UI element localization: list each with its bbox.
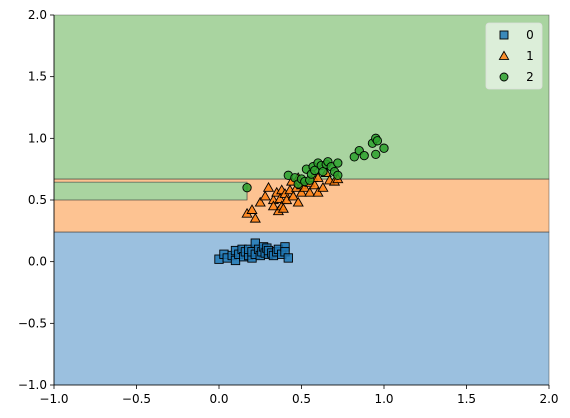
- point-class-1-5: [262, 181, 275, 192]
- point-class-1-28: [309, 179, 321, 190]
- legend-marker-0: [499, 30, 509, 40]
- point-class-1-7: [267, 200, 280, 211]
- legend-marker-2: [499, 72, 509, 82]
- point-class-1-21: [292, 196, 304, 207]
- point-class-1-18: [287, 190, 299, 201]
- x-tick-label-1: −0.5: [122, 392, 151, 406]
- point-class-1-10: [274, 193, 286, 203]
- point-class-1-26: [304, 186, 316, 197]
- legend-label-0: 0: [526, 28, 534, 42]
- point-class-1-2: [249, 212, 261, 223]
- region-class-2-3: [54, 182, 248, 200]
- region-class-0-0: [54, 232, 549, 385]
- point-class-1-13: [277, 202, 289, 213]
- x-tick-label-5: 1.5: [457, 392, 476, 406]
- axes: −1.0 −0.5 0.0 0.5 1.0 1.5 2.0 −1.0 −0.5 0.0 0.5 1.0…: [18, 8, 559, 406]
- x-tick-label-6: 2.0: [539, 392, 558, 406]
- scatter-points: [214, 133, 389, 266]
- x-tick-label-0: −1.0: [39, 392, 68, 406]
- legend-marker-1: [498, 50, 510, 60]
- x-tick-label-4: 1.0: [374, 392, 393, 406]
- legend-label-2: 2: [526, 70, 534, 84]
- point-class-1-29: [312, 186, 324, 197]
- y-tick-label-3: 0.5: [28, 193, 47, 207]
- x-tick-label-2: 0.0: [209, 392, 228, 406]
- point-class-1-3: [254, 196, 266, 207]
- point-class-1-31: [317, 181, 329, 192]
- point-class-1-22: [295, 186, 308, 197]
- legend: 0 1 2: [485, 22, 543, 90]
- point-class-2-22: [359, 150, 369, 161]
- point-class-1-30: [312, 172, 324, 182]
- y-tick-label-1: −0.5: [18, 316, 47, 330]
- point-class-2-18: [333, 158, 343, 168]
- point-class-2-25: [371, 149, 381, 160]
- decision-regions: [53, 14, 550, 386]
- point-class-1-4: [259, 190, 271, 201]
- legend-label-1: 1: [526, 49, 534, 63]
- y-tick-label-4: 1.0: [28, 131, 47, 145]
- point-class-2-20: [349, 152, 359, 162]
- legend-frame: [485, 22, 543, 90]
- point-class-0-31: [283, 253, 293, 263]
- y-tick-label-5: 1.5: [28, 70, 47, 84]
- y-tick-label-0: −1.0: [18, 378, 47, 392]
- point-class-2-0: [242, 183, 252, 193]
- x-tick-label-3: 0.5: [292, 392, 311, 406]
- point-class-1-24: [299, 181, 311, 192]
- point-class-2-19: [333, 170, 343, 180]
- point-class-2-27: [372, 136, 383, 146]
- y-tick-label-6: 2.0: [28, 8, 47, 22]
- point-class-2-26: [379, 143, 389, 153]
- y-tick-label-2: 0.0: [28, 255, 47, 269]
- region-class-2-2: [54, 15, 549, 180]
- point-class-1-1: [246, 204, 258, 214]
